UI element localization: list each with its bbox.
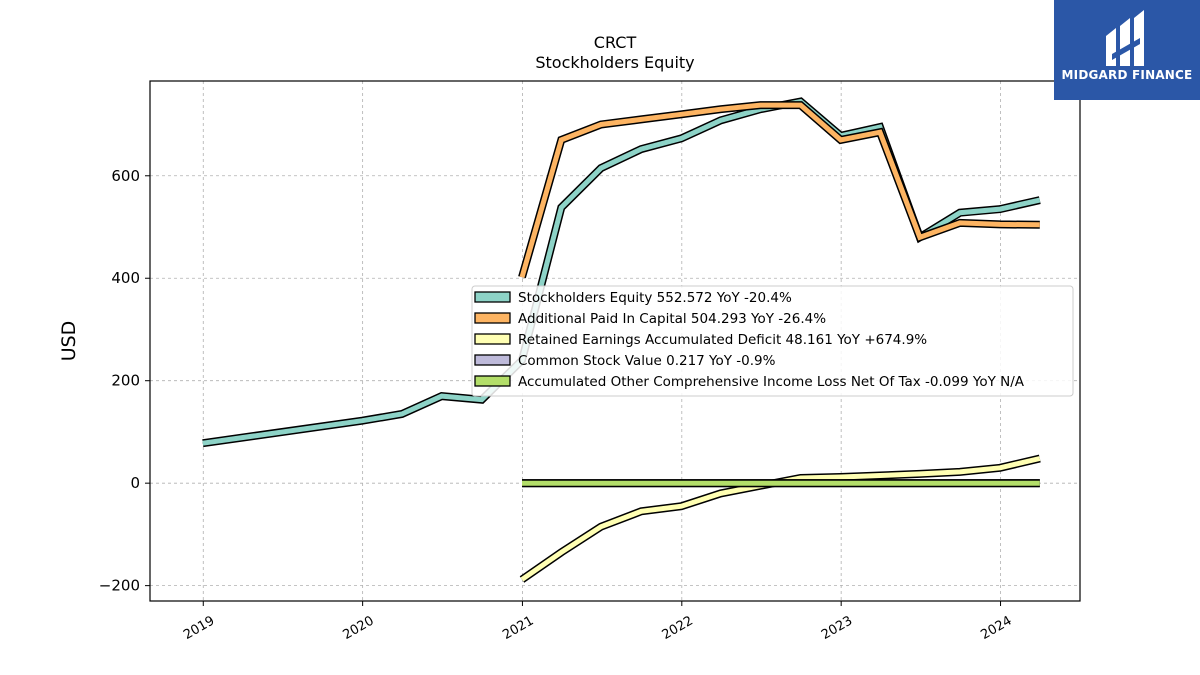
midgard-finance-logo: MIDGARD FINANCE <box>1054 0 1200 100</box>
legend-item: Additional Paid In Capital 504.293 YoY -… <box>474 311 826 327</box>
legend-swatch <box>474 375 511 387</box>
logo-mark-icon <box>1106 10 1144 66</box>
y-tick-label: 0 <box>130 474 140 492</box>
series-line <box>519 102 1040 278</box>
logo-text: MIDGARD FINANCE <box>1061 68 1193 82</box>
series-retained-earnings <box>519 454 1041 583</box>
x-tick-label: 2024 <box>978 613 1014 643</box>
legend-swatch <box>474 333 511 345</box>
y-tick-label: 600 <box>111 167 140 185</box>
legend-item: Common Stock Value 0.217 YoY -0.9% <box>474 353 776 369</box>
legend-swatch <box>474 312 511 324</box>
series-outline <box>519 454 1041 583</box>
series-lines <box>202 97 1041 583</box>
x-tick-label: 2022 <box>660 613 696 643</box>
chart-subtitle: Stockholders Equity <box>535 53 694 72</box>
legend-box <box>471 285 1074 397</box>
series-additional-paid-in-capital <box>518 101 1040 279</box>
y-tick-label: 400 <box>111 269 140 287</box>
x-tick-label: 2019 <box>181 613 217 643</box>
x-tick-label: 2021 <box>500 613 536 643</box>
legend-swatch <box>474 354 511 366</box>
y-axis-label: USD <box>58 321 80 362</box>
series-line <box>520 456 1041 582</box>
series-outline <box>518 101 1040 279</box>
legend-swatch <box>474 291 511 303</box>
legend-item: Accumulated Other Comprehensive Income L… <box>474 374 1025 390</box>
y-tick-label: −200 <box>99 577 140 595</box>
plot-frame <box>149 80 1081 602</box>
y-tick-label: 200 <box>111 372 140 390</box>
x-tick-label: 2023 <box>819 613 855 643</box>
legend-item: Retained Earnings Accumulated Deficit 48… <box>474 332 927 348</box>
legend-label: Accumulated Other Comprehensive Income L… <box>518 374 1025 390</box>
chart-title: CRCT <box>594 33 637 52</box>
legend-label: Stockholders Equity 552.572 YoY -20.4% <box>518 290 792 306</box>
legend-item: Stockholders Equity 552.572 YoY -20.4% <box>474 290 792 306</box>
legend: Stockholders Equity 552.572 YoY -20.4% Ad… <box>471 285 1074 397</box>
x-tick-label: 2020 <box>340 613 376 643</box>
legend-label: Common Stock Value 0.217 YoY -0.9% <box>518 353 776 369</box>
legend-label: Retained Earnings Accumulated Deficit 48… <box>518 332 927 348</box>
legend-label: Additional Paid In Capital 504.293 YoY -… <box>518 311 826 327</box>
